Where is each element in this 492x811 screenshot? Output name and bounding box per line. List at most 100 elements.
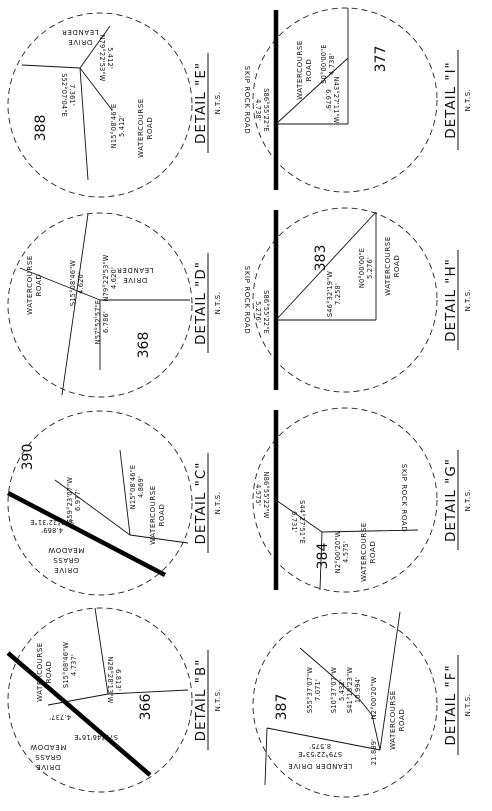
detail-i-bearing-label: S0°00'00"E: [320, 44, 328, 83]
detail-f-distance-label: 7.071': [314, 679, 322, 701]
detail-c-bearing-label: N15°08'46"E: [129, 465, 137, 510]
detail-e-lot-number: 388: [33, 115, 49, 142]
detail-h-bearing-label: N0°00'00"E: [358, 248, 366, 288]
detail-g-lot-number: 384: [315, 543, 331, 570]
detail-b-title: DETAIL "B": [193, 659, 209, 742]
detail-h-road-label: ROAD: [393, 255, 401, 278]
detail-b-road-label: MEADOW: [30, 743, 67, 751]
detail-f-distance-label: 10.994': [354, 677, 362, 703]
detail-i-bearing-label: S86°55'22"E: [262, 88, 270, 132]
detail-i-distance-label: 6.679': [324, 89, 332, 111]
detail-d-distance-label: 4.620': [77, 272, 85, 294]
detail-h-scale: N.T.S.: [464, 289, 472, 312]
detail-d-title: DETAIL "D": [193, 261, 209, 345]
detail-c-road-label: MEADOW: [48, 546, 85, 554]
detail-g-lot-line: [321, 529, 419, 533]
detail-f-boundary-circle: [252, 612, 438, 798]
detail-f-bearing-label: S55°37'07"W: [306, 667, 314, 713]
detail-h-bearing-label: S86°55'22"E: [262, 290, 270, 334]
detail-i-scale: N.T.S.: [464, 89, 472, 112]
detail-c-property-line: [6, 491, 167, 577]
detail-h-distance-label: 5.276': [366, 257, 374, 279]
detail-g-scale: N.T.S.: [464, 489, 472, 512]
detail-f-lot-line: [299, 647, 361, 701]
detail-f-distance-label: 21.889': [370, 739, 378, 765]
detail-h-bearing-label: S46°32'19"W: [326, 271, 334, 317]
detail-g-road-label: ROAD: [369, 541, 377, 564]
detail-f-road-label: ROAD: [398, 709, 406, 732]
detail-g-distance-label: 6.731': [290, 511, 298, 533]
detail-d-distance-label: 4.620': [110, 267, 118, 289]
detail-c-road-label: ROAD: [158, 504, 166, 527]
detail-b-bearing-label: N28°28'13"W: [106, 657, 114, 704]
detail-e-scale: N.T.S.: [214, 92, 222, 115]
detail-f-lot-line: [371, 714, 381, 751]
detail-i-lot-line: [275, 57, 349, 125]
detail-d-scale: N.T.S.: [214, 292, 222, 315]
detail-g-distance-label: 4.575': [254, 484, 262, 506]
detail-e-distance-label: 7.361': [68, 84, 76, 106]
detail-g-bearing-label: N2°00'20"W: [334, 530, 342, 573]
detail-c-road-label: WATERCOURSE: [149, 485, 157, 545]
detail-d-lot-line: [19, 267, 101, 301]
detail-i-distance-label: 4.738': [254, 99, 262, 121]
detail-f-distance-label: 5.432': [338, 679, 346, 701]
detail-b-bearing-label: S71°46'16"E: [74, 733, 118, 741]
detail-c-lot-line: [119, 449, 131, 536]
detail-i-road-label: WATERCOURSE: [296, 40, 304, 100]
detail-e-road-label: LEANDER: [61, 28, 98, 36]
detail-h: 383 S46°32'19"W 7.258' N0°00'00"E 5.276'…: [243, 207, 472, 393]
detail-b-road-label: GRASS: [35, 753, 62, 761]
detail-b-property-line: [6, 651, 152, 777]
detail-e-lot-line: [21, 64, 81, 69]
detail-e-lot-line: [79, 67, 113, 111]
detail-d: 368 WATERCOURSE ROAD S15°08'46"W 4.620' …: [7, 212, 222, 398]
detail-f-lot-number: 387: [274, 694, 290, 721]
detail-f-road-label: LEANDER DRIVE: [288, 762, 353, 770]
detail-f-lot-line: [379, 611, 401, 751]
detail-e-road-label: ROAD: [146, 117, 154, 140]
detail-c-road-label: GRASS: [53, 556, 80, 564]
detail-c-bearing-label: S76°22'31"E: [30, 518, 74, 526]
detail-h-boundary-circle: [252, 207, 438, 393]
detail-h-lot-line: [275, 211, 377, 321]
detail-e-title: DETAIL "E": [193, 62, 209, 144]
detail-g-title: DETAIL "G": [443, 458, 459, 542]
detail-d-boundary-circle: [7, 212, 193, 398]
detail-i-lot-number: 377: [373, 46, 389, 73]
detail-h-lot-number: 383: [313, 245, 329, 272]
detail-b-distance-label: 4.737': [70, 654, 78, 676]
detail-c-lot-number: 390: [20, 444, 36, 471]
detail-e-lot-line: [79, 25, 111, 69]
detail-f-road-label: WATERCOURSE: [389, 690, 397, 750]
detail-c-distance-label: 6.977': [74, 489, 82, 511]
detail-f-lot-line: [359, 699, 373, 716]
detail-e-distance-label: 5.412': [118, 115, 126, 137]
detail-g-distance-label: 4.575': [342, 541, 350, 563]
detail-g-road-label: SKIP ROCK ROAD: [400, 464, 408, 532]
detail-i-bearing-label: N43°27'11"W: [332, 77, 340, 124]
detail-c-boundary-circle: [7, 410, 193, 596]
detail-d-bearing-label: N79°22'53"W: [102, 254, 110, 301]
detail-b: 366 S15°08'46"W 4.737' N28°28'13"W 6.813…: [6, 607, 222, 793]
detail-g-boundary-circle: [252, 407, 438, 593]
detail-f-scale: N.T.S.: [464, 694, 472, 717]
detail-e-road-label: DRIVE: [68, 38, 93, 46]
detail-f-bearing-label: S41°18'23"W: [346, 667, 354, 713]
detail-f-bearing-label: S79°22'53"E: [298, 750, 342, 758]
detail-e: 388 LEANDER DRIVE N79°22'53"W 5.412' S52…: [7, 12, 222, 198]
detail-i-road-label: ROAD: [305, 59, 313, 82]
detail-h-title: DETAIL "H": [443, 258, 459, 342]
detail-d-road-label: DRIVE: [123, 276, 148, 284]
detail-g-lot-line: [275, 499, 323, 533]
detail-f-bearing-label: N2°00'20"W: [370, 676, 378, 719]
detail-h-distance-label: 7.258': [334, 283, 342, 305]
detail-b-road-label: DRIVE: [36, 763, 61, 771]
detail-e-bearing-label: N79°22'53"W: [98, 35, 106, 82]
detail-c-bearing-label: S59°23'07"W: [66, 477, 74, 523]
detail-f-bearing-label: S10°37'07"W: [330, 667, 338, 713]
detail-i-boundary-circle: [252, 7, 438, 193]
detail-i-distance-label: 4.738': [328, 53, 336, 75]
detail-c-lot-line: [129, 534, 189, 544]
detail-i: 377 WATERCOURSE ROAD S0°00'00"E 4.738' N…: [243, 7, 472, 193]
